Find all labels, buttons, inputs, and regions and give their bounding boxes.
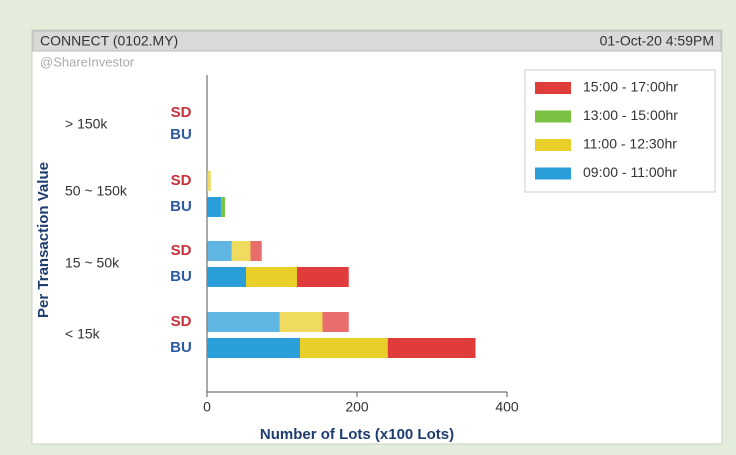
bar-segment [297, 267, 349, 287]
subgroup-label: SD [171, 242, 192, 259]
bar-segment [246, 267, 297, 287]
subgroup-label: BU [170, 339, 192, 356]
y-axis-title: Per Transaction Value [35, 162, 52, 318]
legend-swatch [535, 167, 571, 180]
bar-segment [300, 338, 388, 358]
legend-swatch [535, 139, 571, 151]
subgroup-label: SD [171, 313, 192, 330]
bar-segment [207, 171, 211, 191]
subgroup-label: SD [171, 172, 192, 189]
header-date: 01-Oct-20 4:59PM [600, 33, 714, 49]
legend-label: 09:00 - 11:00hr [583, 164, 677, 180]
bar-segment [322, 312, 349, 332]
bar-segment [207, 312, 280, 332]
bar-segment [207, 338, 300, 358]
bar-segment [387, 338, 476, 358]
x-axis-title: Number of Lots (x100 Lots) [260, 426, 454, 443]
subgroup-label: BU [170, 268, 192, 285]
group-label: 50 ~ 150k [65, 183, 128, 199]
bar-segment [250, 241, 262, 261]
bar-segment [231, 241, 251, 261]
group-label: < 15k [65, 326, 101, 342]
bar-segment [221, 197, 225, 217]
x-tick-label: 0 [203, 399, 211, 415]
legend-label: 13:00 - 15:00hr [583, 107, 678, 123]
group-label: 15 ~ 50k [65, 255, 120, 271]
legend-swatch [535, 82, 571, 94]
bar-segment [279, 312, 323, 332]
header-bar [32, 30, 722, 52]
watermark: @ShareInvestor [40, 54, 135, 69]
subgroup-label: BU [170, 198, 192, 215]
bar-segment [207, 267, 246, 287]
legend-swatch [535, 110, 571, 123]
subgroup-label: SD [171, 104, 192, 121]
legend-label: 15:00 - 17:00hr [583, 79, 678, 95]
bar-segment [207, 241, 232, 261]
bar-segment [207, 197, 222, 217]
subgroup-label: BU [170, 126, 192, 143]
legend-label: 11:00 - 12:30hr [583, 136, 677, 152]
x-tick-label: 400 [495, 399, 519, 415]
header-title: CONNECT (0102.MY) [40, 33, 178, 49]
x-tick-label: 200 [345, 399, 369, 415]
group-label: > 150k [65, 116, 108, 132]
